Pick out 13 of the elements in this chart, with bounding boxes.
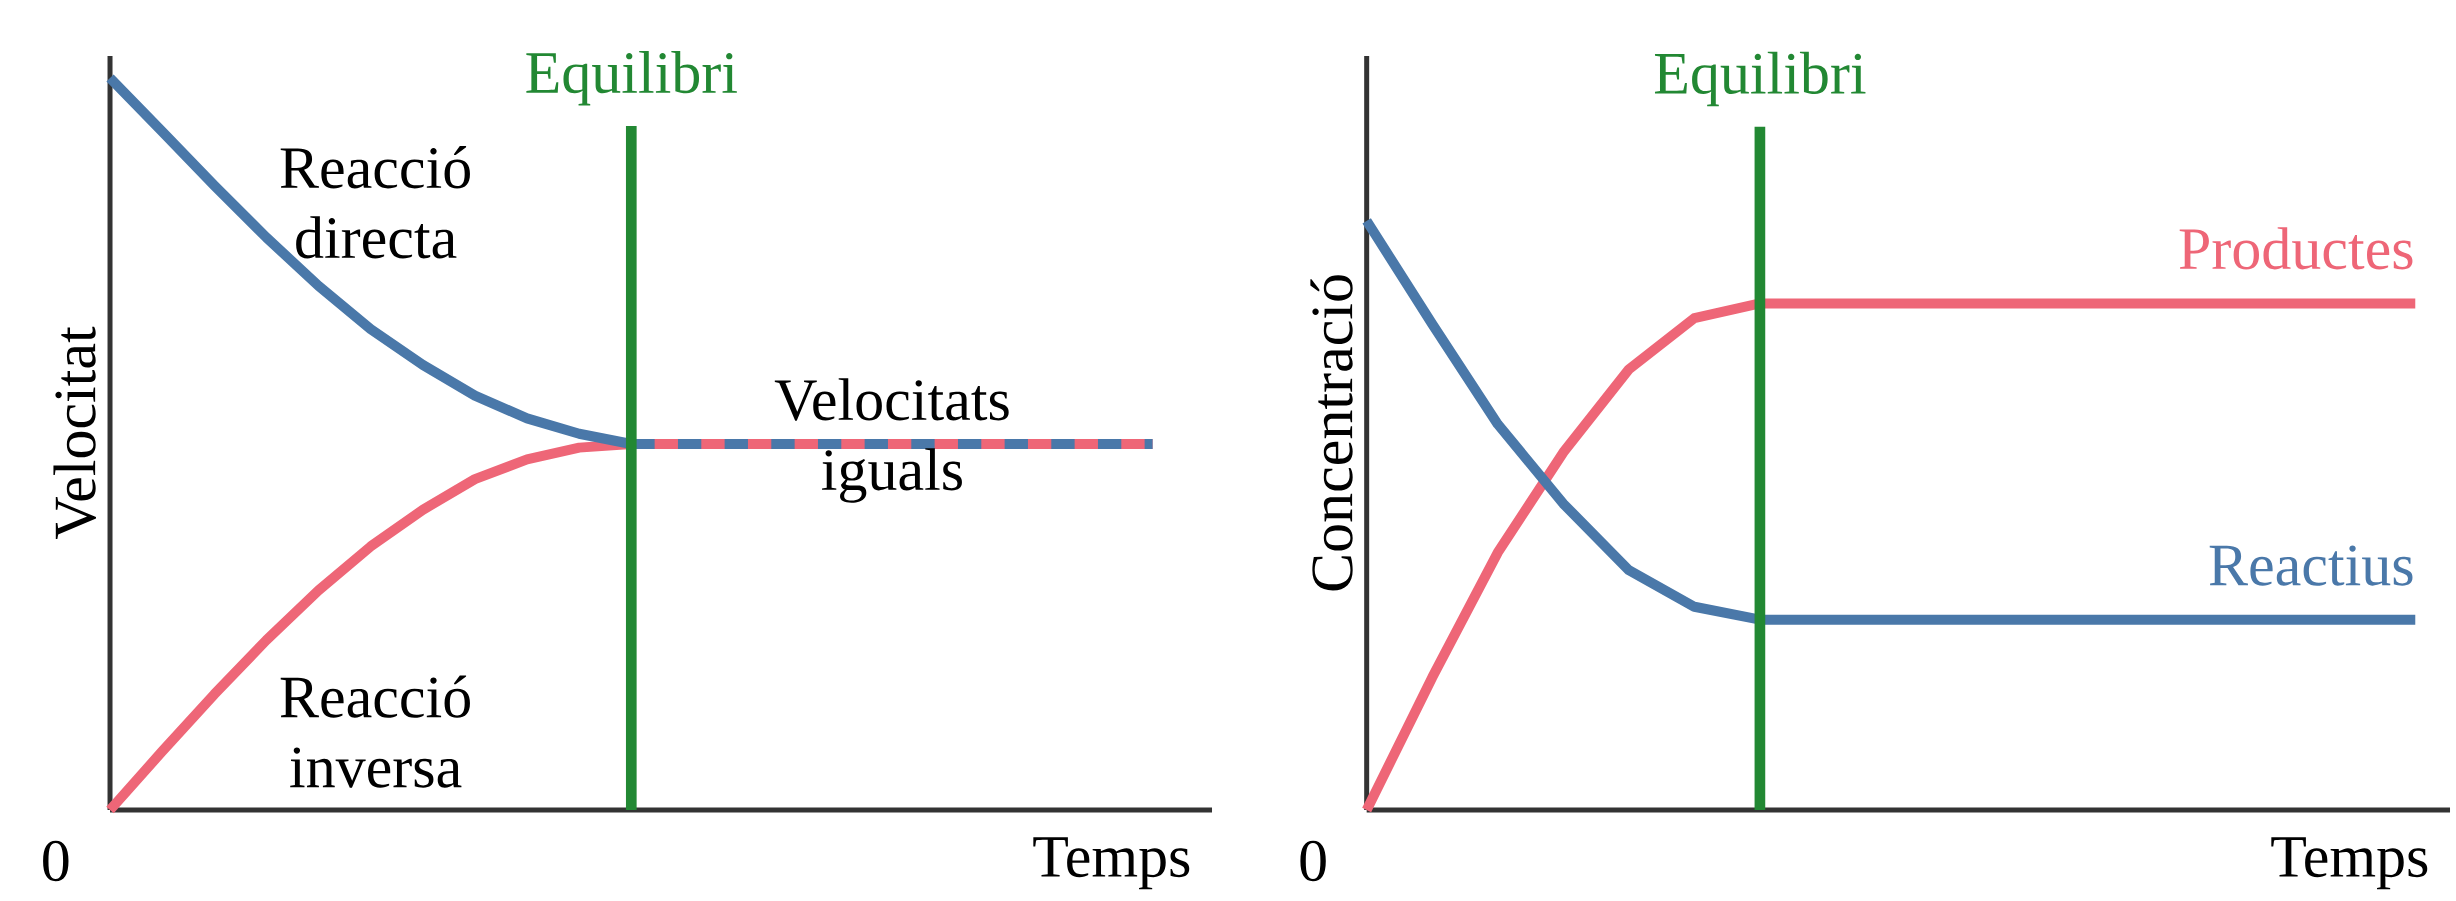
y-axis-title: Concentració	[1310, 275, 1353, 591]
annotation: Reacció directa	[280, 146, 470, 259]
text: 0	[1300, 840, 1326, 882]
x-axis-title: Temps	[2271, 837, 2428, 890]
annotation: Velocitats iguals	[774, 378, 1009, 503]
annotation: Reacció inversa	[280, 675, 470, 788]
x-axis-title: Temps	[1033, 837, 1190, 890]
y-axis-title: Velocitat	[53, 326, 96, 539]
series-label: Productes	[2179, 227, 2413, 270]
text: Equilibri	[1654, 51, 1866, 107]
annotation: Equilibri	[526, 51, 737, 106]
text: 0	[43, 840, 69, 882]
series-label: Reactius	[2209, 545, 2413, 586]
